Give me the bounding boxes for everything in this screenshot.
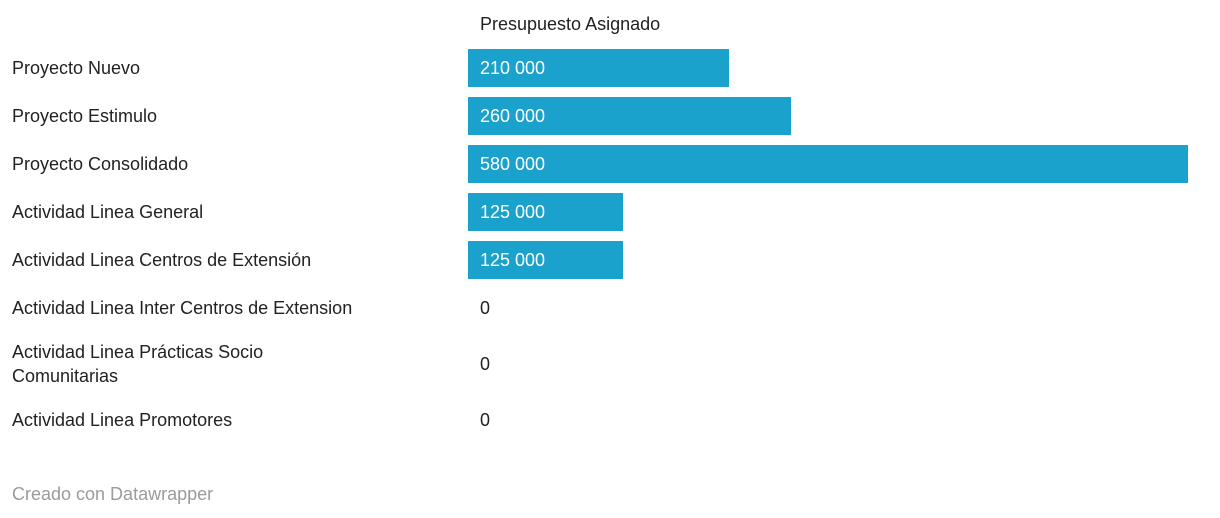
category-label: Proyecto Consolidado — [12, 154, 189, 174]
bar-area: 580 000 — [468, 140, 1220, 188]
bar-area: 0 — [468, 284, 1220, 332]
category-label: Actividad Linea Centros de Extensión — [12, 250, 312, 270]
bar-area: 125 000 — [468, 236, 1220, 284]
bar: 260 000 — [468, 97, 791, 135]
category-label: Actividad Linea Promotores — [12, 410, 233, 430]
datawrapper-credit-link[interactable]: Creado con Datawrapper — [12, 484, 214, 504]
chart-row: Proyecto Estimulo 260 000 — [0, 92, 1220, 140]
bar-area: 210 000 — [468, 44, 1220, 92]
bar-area: 0 — [468, 332, 1220, 396]
bar: 580 000 — [468, 145, 1188, 183]
bar-value-label: 260 000 — [480, 105, 546, 126]
bar-area: 125 000 — [468, 188, 1220, 236]
bar: 210 000 — [468, 49, 729, 87]
bar: 125 000 — [468, 241, 623, 279]
bar-value-label: 0 — [480, 297, 491, 318]
category-label: Proyecto Estimulo — [12, 106, 158, 126]
bar: 125 000 — [468, 193, 623, 231]
bar-value-label: 210 000 — [480, 57, 546, 78]
chart-row: Actividad Linea General 125 000 — [0, 188, 1220, 236]
chart-row: Actividad Linea Promotores 0 — [0, 396, 1220, 444]
bar-value-label: 0 — [480, 409, 491, 430]
chart-row: Actividad Linea Centros de Extensión 125 … — [0, 236, 1220, 284]
bar-area: 0 — [468, 396, 1220, 444]
chart-row: Actividad Linea Inter Centros de Extensi… — [0, 284, 1220, 332]
column-header: Presupuesto Asignado — [480, 14, 661, 34]
bar-area: 260 000 — [468, 92, 1220, 140]
bar-value-label: 580 000 — [480, 153, 546, 174]
category-label: Actividad Linea General — [12, 202, 204, 222]
bar-value-label: 0 — [480, 353, 491, 374]
chart-row: Proyecto Nuevo 210 000 — [0, 44, 1220, 92]
chart-rows: Proyecto Nuevo 210 000 Proyecto Estimulo 26… — [0, 44, 1220, 444]
chart-row: Proyecto Consolidado 580 000 — [0, 140, 1220, 188]
category-label: Actividad Linea Prácticas Socio Comunita… — [12, 342, 264, 386]
bar-value-label: 125 000 — [480, 249, 546, 270]
category-label: Proyecto Nuevo — [12, 58, 141, 78]
bar-value-label: 125 000 — [480, 201, 546, 222]
chart-row: Actividad Linea Prácticas Socio Comunita… — [0, 332, 1220, 396]
category-label: Actividad Linea Inter Centros de Extensi… — [12, 298, 353, 318]
